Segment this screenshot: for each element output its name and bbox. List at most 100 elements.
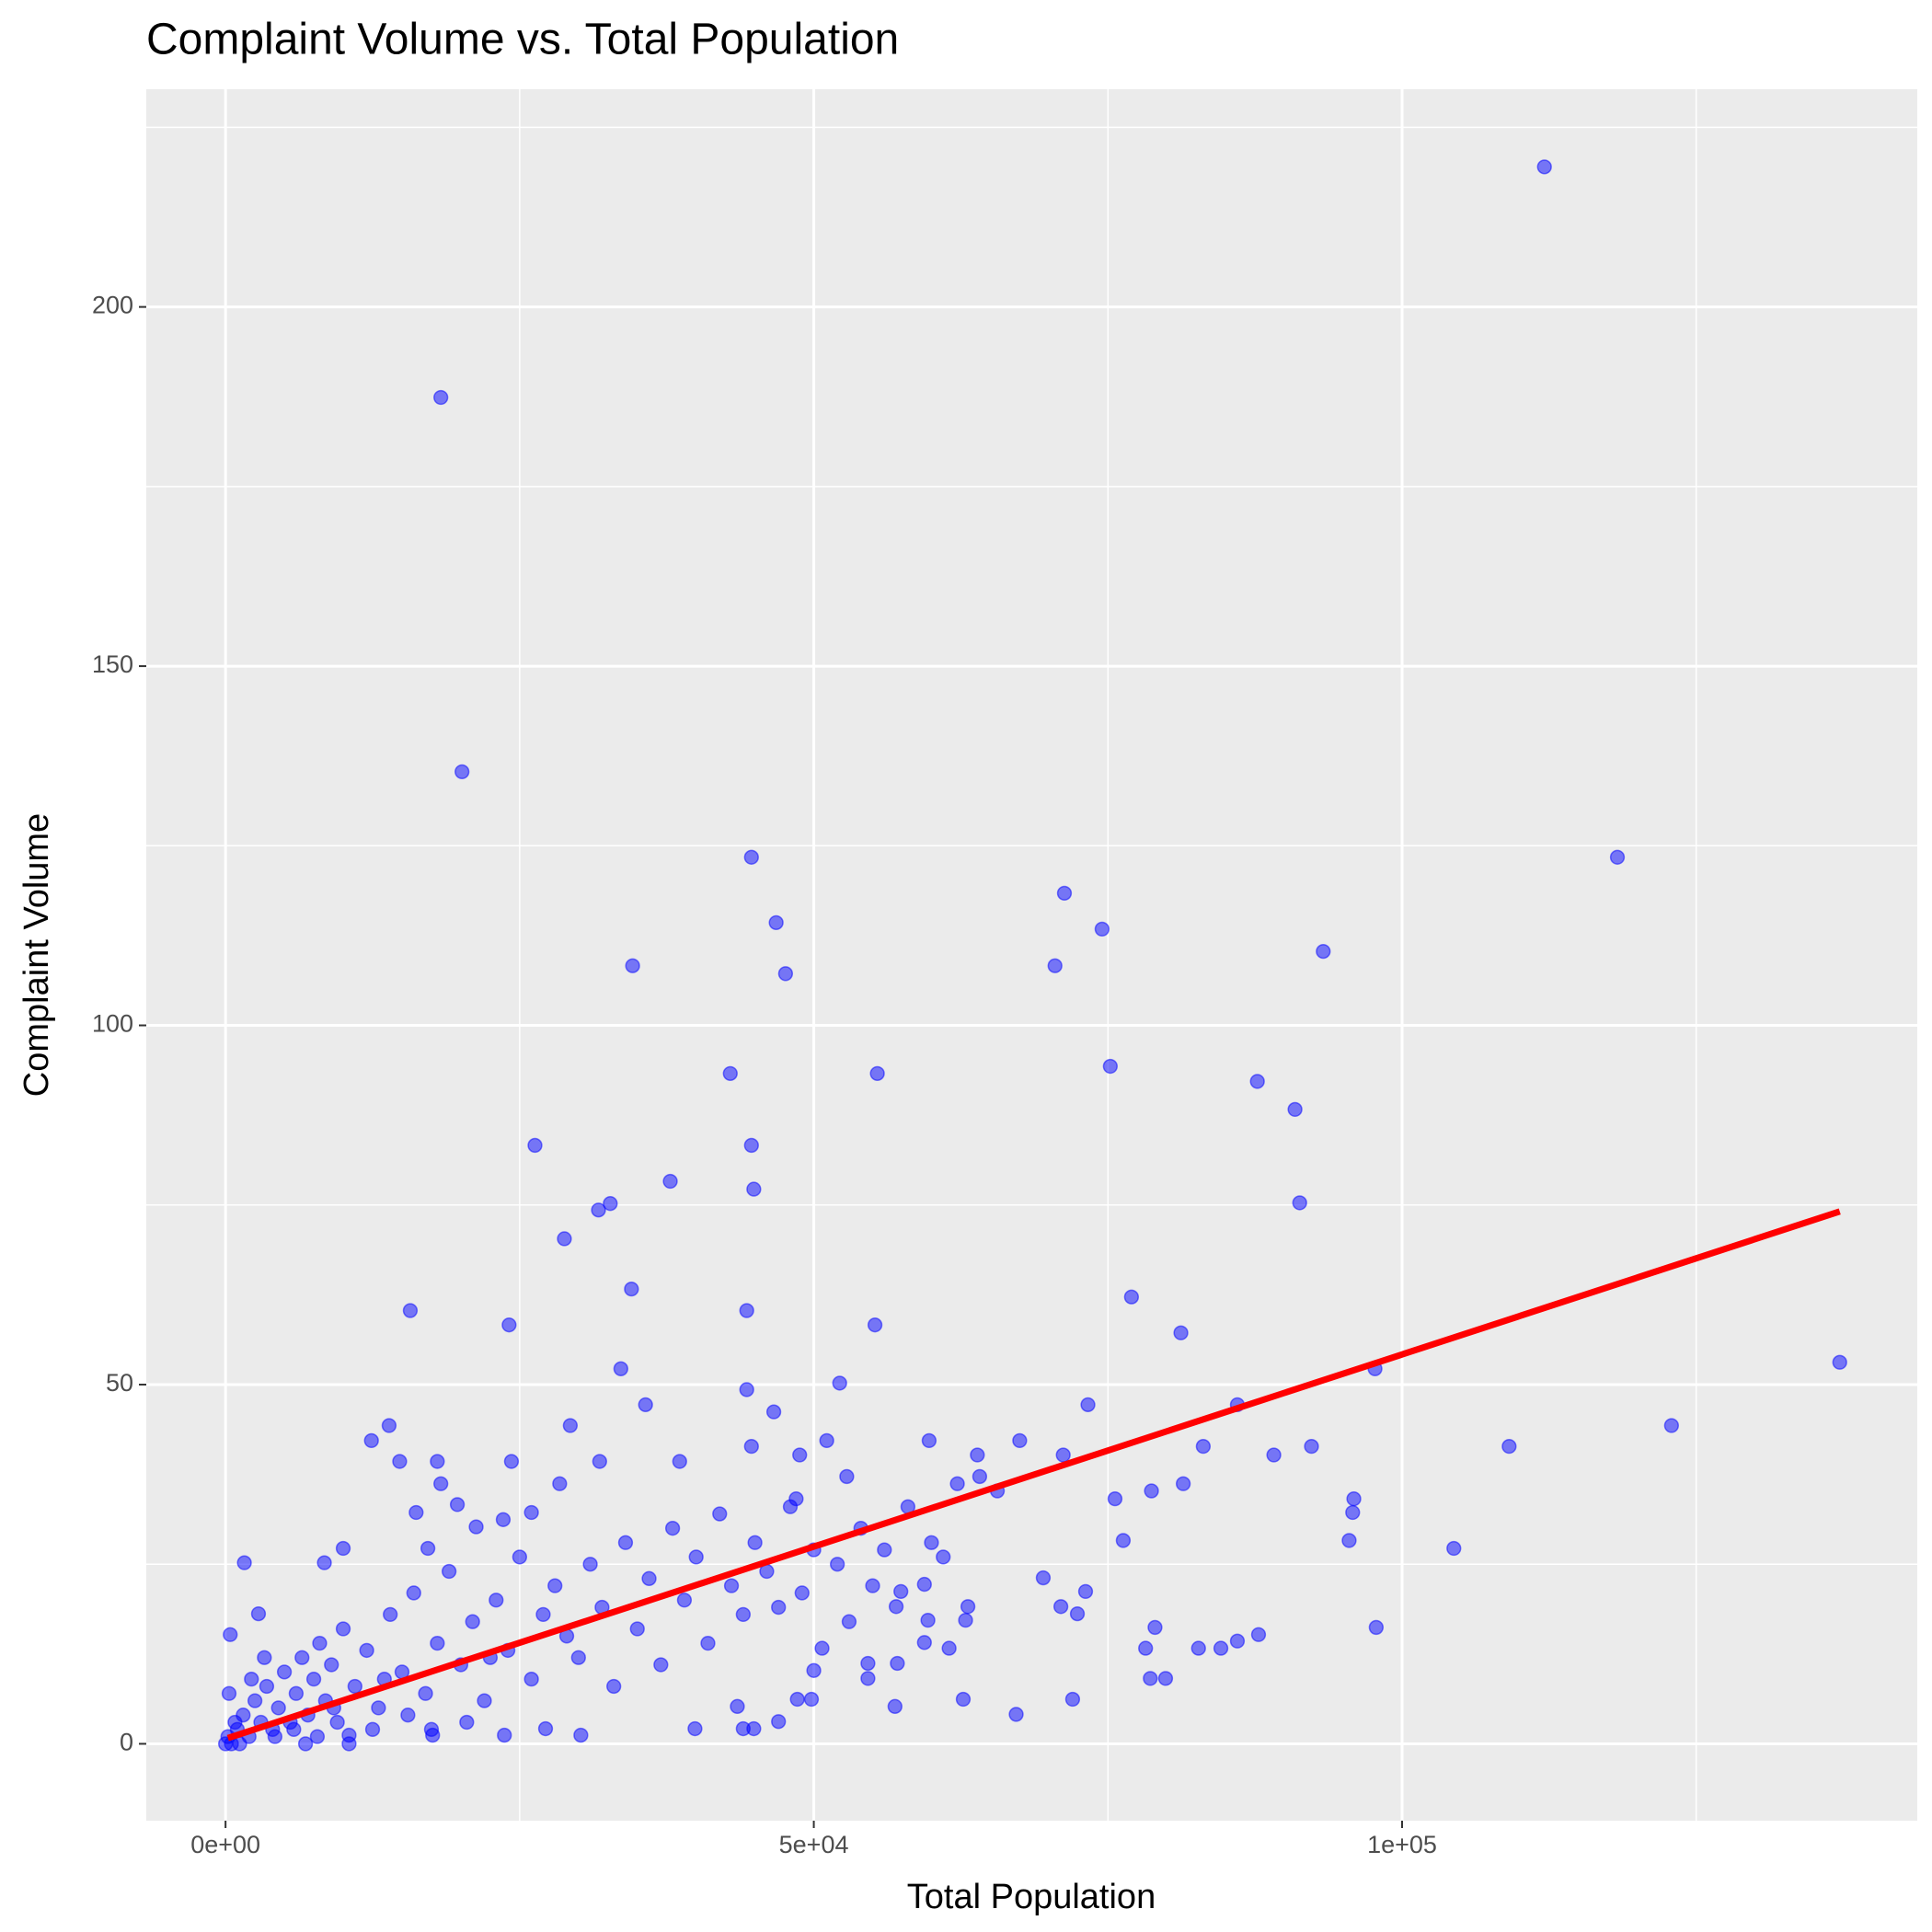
point <box>381 1418 397 1433</box>
point <box>839 1468 855 1485</box>
point <box>270 1700 286 1716</box>
y-tick-label: 100 <box>92 1010 133 1038</box>
point <box>936 1549 951 1565</box>
point <box>1663 1418 1680 1433</box>
point <box>227 1714 243 1731</box>
point <box>887 1698 903 1714</box>
x-tick-label: 5e+04 <box>779 1831 849 1858</box>
point <box>877 1542 892 1558</box>
point <box>625 958 640 973</box>
point <box>722 1065 738 1082</box>
point <box>1123 1289 1140 1305</box>
point <box>430 1454 445 1469</box>
point <box>1102 1058 1118 1075</box>
point <box>276 1664 293 1680</box>
point <box>1345 1504 1361 1521</box>
point <box>739 1303 754 1318</box>
point <box>512 1549 528 1565</box>
point <box>687 1720 703 1737</box>
point <box>371 1700 386 1716</box>
point <box>423 1721 440 1737</box>
point <box>771 1714 787 1730</box>
point <box>223 1627 238 1642</box>
point <box>653 1657 669 1673</box>
point <box>537 1720 554 1737</box>
point <box>465 1614 480 1629</box>
point <box>603 1196 618 1212</box>
point <box>1536 159 1552 175</box>
point <box>624 1281 639 1297</box>
point <box>557 1231 572 1247</box>
point <box>324 1657 339 1673</box>
point <box>523 1504 539 1521</box>
point <box>860 1671 876 1686</box>
point <box>867 1317 883 1333</box>
point <box>329 1714 345 1731</box>
point <box>527 1137 543 1154</box>
chart-title: Complaint Volume vs. Total Population <box>146 16 899 64</box>
point <box>591 1202 606 1218</box>
point <box>955 1691 972 1708</box>
point <box>459 1714 475 1731</box>
point <box>792 1447 808 1463</box>
point <box>503 1454 520 1469</box>
point <box>335 1540 351 1557</box>
point <box>768 914 784 931</box>
point <box>294 1650 310 1665</box>
point <box>1144 1483 1159 1499</box>
point <box>893 1583 909 1600</box>
point <box>746 1181 762 1197</box>
point <box>1115 1533 1132 1548</box>
y-tick-label: 150 <box>92 650 133 678</box>
point <box>341 1736 357 1752</box>
point <box>257 1650 272 1665</box>
point <box>392 1454 408 1469</box>
point <box>1008 1707 1024 1722</box>
point <box>309 1729 326 1744</box>
point <box>1250 1627 1267 1642</box>
point <box>359 1642 374 1659</box>
point <box>497 1727 512 1743</box>
point <box>1055 1447 1071 1463</box>
point <box>916 1635 932 1650</box>
point <box>743 1438 759 1455</box>
point <box>400 1708 416 1723</box>
point <box>794 1585 810 1601</box>
point <box>1501 1438 1517 1455</box>
point <box>501 1317 517 1333</box>
point <box>949 1476 965 1491</box>
point <box>1052 1599 1069 1615</box>
point <box>1056 885 1073 901</box>
point <box>236 1555 252 1570</box>
point <box>406 1585 421 1601</box>
point <box>676 1593 693 1608</box>
point <box>286 1721 302 1737</box>
point <box>1080 1397 1096 1413</box>
point <box>972 1468 988 1485</box>
trend-line <box>226 1208 1841 1742</box>
point <box>641 1570 657 1586</box>
point <box>743 1137 759 1154</box>
point <box>1304 1438 1319 1455</box>
point <box>1012 1432 1028 1449</box>
point <box>288 1685 305 1701</box>
x-axis-label: Total Population <box>907 1878 1156 1916</box>
point <box>335 1621 351 1637</box>
x-tick-label: 1e+05 <box>1367 1831 1437 1858</box>
point <box>1609 849 1626 865</box>
point <box>712 1506 728 1522</box>
x-tick-label: 0e+00 <box>190 1831 260 1858</box>
point <box>1292 1195 1307 1211</box>
point <box>869 1065 885 1082</box>
point <box>1213 1640 1229 1656</box>
point <box>454 764 470 780</box>
y-tick-label: 50 <box>106 1369 133 1397</box>
point <box>1266 1447 1282 1463</box>
point <box>244 1672 259 1687</box>
point <box>1832 1354 1847 1370</box>
point <box>1249 1074 1265 1089</box>
point <box>662 1173 678 1190</box>
point <box>1143 1671 1158 1686</box>
point <box>573 1727 589 1743</box>
point <box>364 1721 381 1737</box>
